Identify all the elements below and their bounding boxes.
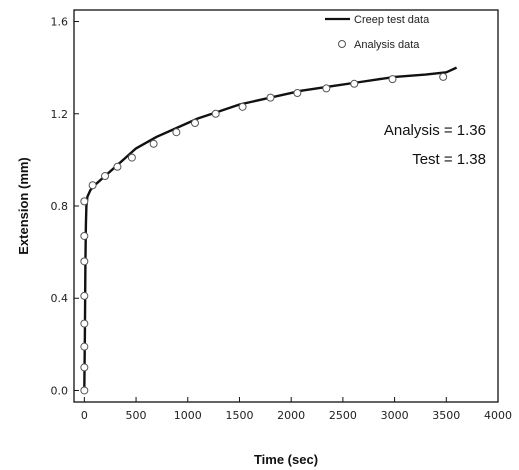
analysis-data-point bbox=[172, 128, 181, 137]
analysis-data-point bbox=[101, 172, 110, 181]
legend: Creep test data Analysis data bbox=[325, 14, 430, 51]
x-tick-label: 4000 bbox=[484, 409, 512, 422]
analysis-data-point bbox=[80, 363, 89, 372]
series-line-creep-test bbox=[83, 66, 458, 391]
analysis-data-point bbox=[80, 291, 89, 300]
x-axis-title: Time (sec) bbox=[254, 452, 318, 467]
analysis-data-point bbox=[80, 197, 89, 206]
analysis-data-point bbox=[238, 102, 247, 111]
x-tick-label: 3000 bbox=[381, 409, 409, 422]
x-tick-label: 1500 bbox=[225, 409, 253, 422]
x-tick-label: 2500 bbox=[329, 409, 357, 422]
analysis-data-point bbox=[388, 75, 397, 84]
annotation-analysis: Analysis = 1.36 bbox=[384, 122, 486, 139]
legend-label-creep: Creep test data bbox=[354, 14, 430, 26]
analysis-data-point bbox=[439, 72, 448, 81]
x-tick-label: 1000 bbox=[174, 409, 202, 422]
y-tick-label: 1.6 bbox=[51, 16, 69, 29]
analysis-data-point bbox=[80, 342, 89, 351]
x-tick-label: 500 bbox=[126, 409, 147, 422]
y-tick-label: 0.8 bbox=[51, 200, 69, 213]
x-tick-label: 2000 bbox=[277, 409, 305, 422]
y-axis-title: Extension (mm) bbox=[16, 157, 31, 255]
x-tick-label: 3500 bbox=[432, 409, 460, 422]
analysis-data-point bbox=[80, 257, 89, 266]
axis-ticks: 0 500 1000 1500 2000 2500 3000 3500 4000 0.0 0.4 0.… bbox=[51, 16, 513, 422]
analysis-data-point bbox=[127, 153, 136, 162]
analysis-data-point bbox=[211, 109, 220, 118]
analysis-data-point bbox=[88, 181, 97, 190]
analysis-data-point bbox=[350, 79, 359, 88]
annotation-test: Test = 1.38 bbox=[412, 151, 486, 168]
analysis-data-point bbox=[113, 162, 122, 171]
analysis-data-point bbox=[293, 89, 302, 98]
plot-frame bbox=[73, 9, 499, 403]
y-tick-label: 0.0 bbox=[51, 384, 69, 397]
analysis-data-point bbox=[266, 93, 275, 102]
analysis-data-point bbox=[149, 139, 158, 148]
analysis-data-point bbox=[190, 118, 199, 127]
y-tick-label: 1.2 bbox=[51, 108, 69, 121]
analysis-data-point bbox=[80, 231, 89, 240]
legend-label-analysis: Analysis data bbox=[354, 39, 420, 51]
legend-marker-swatch bbox=[338, 40, 346, 48]
analysis-data-point bbox=[80, 386, 89, 395]
x-tick-label: 0 bbox=[81, 409, 88, 422]
series-layer bbox=[80, 66, 458, 395]
analysis-data-point bbox=[80, 319, 89, 328]
analysis-data-point bbox=[322, 84, 331, 93]
y-tick-label: 0.4 bbox=[51, 292, 69, 305]
